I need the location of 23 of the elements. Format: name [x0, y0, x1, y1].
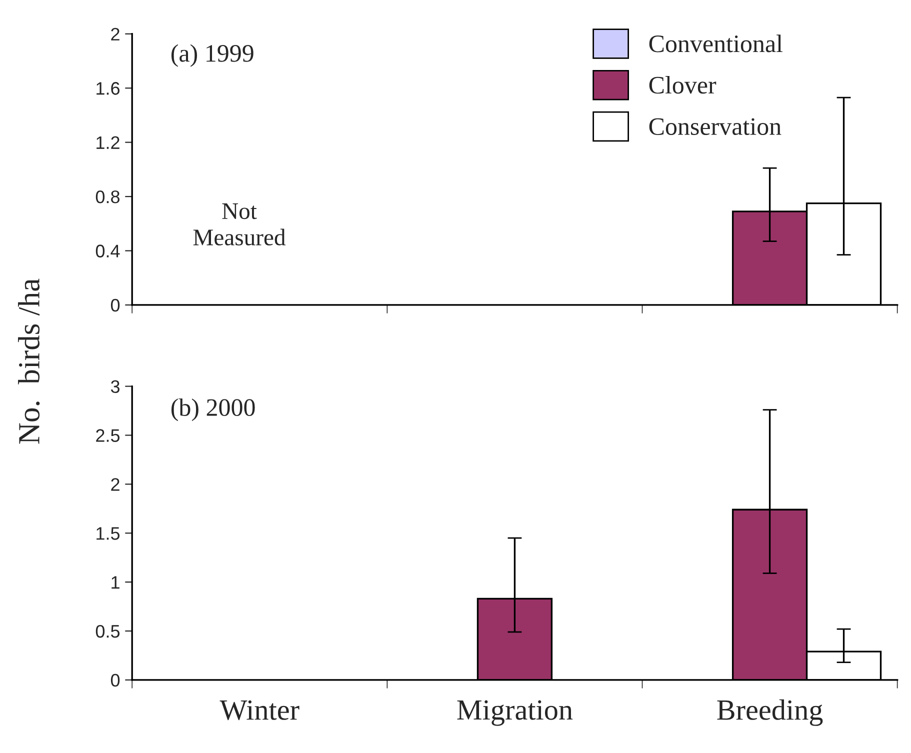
y-tick-label: 1.5 [96, 527, 120, 540]
chart-title: (b) 2000 [171, 398, 255, 422]
x-tick-label: Winter [220, 700, 300, 720]
y-tick-label: 2 [111, 478, 120, 491]
y-tick-label: 3 [110, 380, 120, 394]
annotation: Not Measured [193, 203, 286, 246]
y-tick-label: 1 [112, 576, 120, 589]
y-tick-label: 1.6 [96, 82, 120, 95]
legend-label: Conventional [649, 34, 783, 52]
y-tick-label: 2 [111, 28, 120, 40]
y-tick-label: 0.4 [96, 244, 120, 258]
x-tick-label: Breeding [717, 699, 823, 726]
y-tick-label: 0.8 [96, 190, 120, 204]
legend-label: Conservation [649, 118, 782, 136]
legend-label: Clover [649, 76, 716, 94]
y-tick-label: 0 [110, 674, 120, 687]
y-tick-label: 0.5 [96, 624, 120, 638]
y-axis-title: No. birds /ha [18, 278, 40, 444]
y-tick-label: 2.5 [96, 429, 120, 442]
x-tick-label: Migration [457, 700, 573, 726]
chart-title: (a) 1999 [171, 44, 254, 67]
y-tick-label: 0 [110, 298, 120, 312]
y-tick-label: 1.2 [96, 136, 120, 149]
